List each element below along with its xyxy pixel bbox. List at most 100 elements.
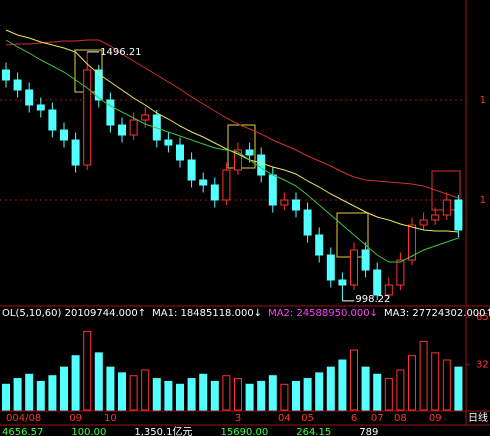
volume-bar: [83, 330, 92, 411]
volume-bar: [25, 373, 34, 411]
volume-bar: [152, 378, 161, 411]
x-tick-label: 07: [371, 413, 384, 424]
volume-bar: [187, 378, 196, 411]
candle-body: [222, 169, 231, 201]
x-tick-label: 6: [351, 413, 357, 424]
volume-header: MA3: 27724302.000↑: [384, 308, 490, 319]
volume-bar: [199, 373, 208, 411]
candle-body: [408, 224, 416, 261]
candle-body: [442, 199, 451, 216]
volume-bar: [60, 366, 68, 411]
volume-bar: [361, 366, 370, 411]
volume-bar: [431, 352, 440, 411]
status-item: 789: [359, 427, 378, 436]
volume-bar: [141, 369, 150, 411]
x-tick-label: 004/08: [6, 413, 41, 424]
volume-bar: [384, 378, 393, 411]
x-tick-label: 04: [278, 413, 291, 424]
y-tick-label: 32: [476, 359, 489, 370]
y-tick-label: 65: [476, 312, 489, 323]
candle-body: [25, 89, 34, 106]
candle-body: [361, 249, 370, 271]
candle-body: [315, 234, 324, 256]
volume-header: MA2: 24588950.000↓: [268, 308, 378, 319]
volume-bar: [210, 380, 219, 411]
candle-body: [292, 199, 300, 211]
moving-average-line: [5, 39, 459, 263]
candle-body: [454, 199, 463, 231]
candle-body: [431, 214, 440, 221]
volume-header: OL(5,10,60) 20109744.000↑: [2, 308, 146, 319]
candle-body: [396, 259, 405, 286]
volume-bar: [2, 383, 10, 411]
status-item: 264.15: [296, 427, 331, 436]
candle-body: [83, 69, 92, 166]
candle-body: [268, 174, 277, 206]
volume-bar: [234, 378, 242, 411]
candle-body: [71, 139, 80, 166]
candle-body: [384, 284, 393, 296]
volume-bar: [268, 375, 277, 411]
period-label: 日线: [468, 411, 488, 424]
volume-bar: [106, 366, 115, 411]
candle-body: [60, 129, 68, 141]
x-tick-label: 05: [301, 413, 314, 424]
candle-body: [164, 139, 173, 146]
x-tick-label: 09: [429, 413, 442, 424]
candle-body: [199, 179, 208, 186]
status-item: 4656.57: [2, 427, 43, 436]
candle-body: [280, 199, 289, 206]
y-tick-label: 1: [480, 95, 486, 106]
volume-bar: [245, 383, 254, 411]
x-tick-label: 10: [104, 413, 117, 424]
volume-bar: [454, 366, 463, 411]
low-label: 998.22: [355, 294, 390, 305]
candle-body: [176, 144, 184, 161]
candle-body: [13, 79, 22, 91]
volume-bar: [176, 383, 184, 411]
candle-body: [326, 254, 335, 281]
x-tick-label: 3: [235, 413, 241, 424]
volume-bar: [257, 380, 266, 411]
candle-body: [210, 184, 219, 201]
candle-body: [36, 104, 45, 111]
candle-body: [141, 114, 150, 121]
volume-bar: [48, 375, 57, 411]
volume-bar: [373, 373, 382, 411]
candle-body: [257, 154, 266, 176]
volume-bar: [396, 369, 405, 411]
volume-bar: [129, 375, 138, 411]
volume-bar: [94, 352, 103, 411]
candle-body: [118, 124, 126, 136]
candle-body: [245, 149, 254, 156]
candle-body: [303, 209, 312, 236]
candle-body: [187, 159, 196, 181]
high-label: 1496.21: [100, 47, 141, 58]
candle-body: [106, 99, 115, 126]
volume-header: MA1: 18485118.000↓: [152, 308, 262, 319]
candle-body: [2, 69, 10, 81]
volume-bar: [350, 349, 358, 411]
volume-bar: [326, 366, 335, 411]
status-item: 1,350.1亿元: [134, 425, 192, 436]
status-item: 15690.00: [221, 427, 269, 436]
volume-bar: [13, 378, 22, 411]
x-tick-label: 09: [69, 413, 82, 424]
volume-bar: [280, 383, 289, 411]
volume-bar: [292, 380, 300, 411]
candle-body: [48, 109, 57, 131]
candle-body: [373, 269, 382, 296]
volume-bar: [419, 340, 428, 411]
candle-body: [234, 149, 242, 171]
volume-bar: [338, 359, 347, 411]
volume-bar: [222, 375, 231, 411]
candle-body: [338, 279, 347, 286]
volume-bar: [303, 378, 312, 411]
volume-bar: [315, 372, 324, 411]
candle-body: [129, 119, 138, 136]
volume-bar: [36, 380, 45, 411]
volume-bar: [71, 355, 80, 411]
moving-average-line: [5, 39, 459, 199]
status-item: 100.00: [71, 427, 106, 436]
